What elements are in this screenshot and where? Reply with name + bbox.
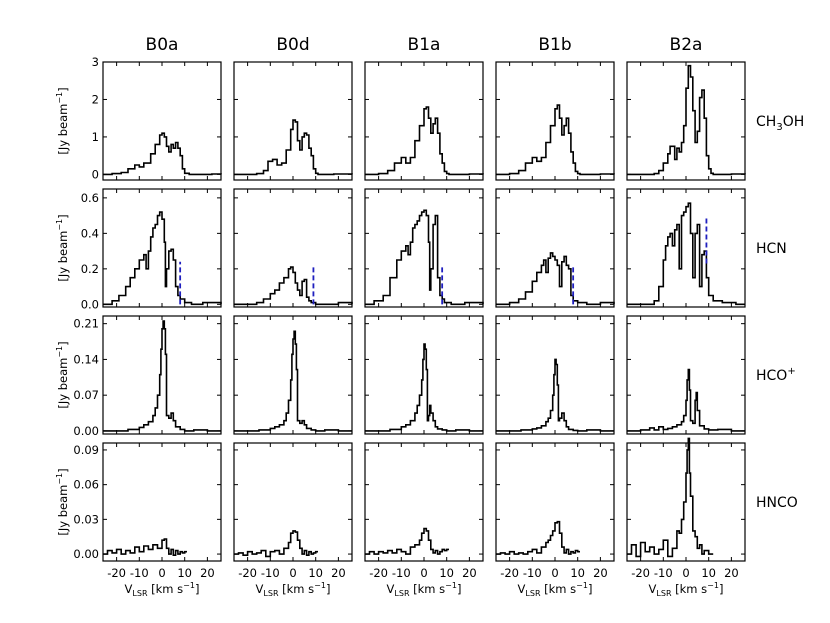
x-tick-label: 20	[331, 566, 346, 580]
y-tick-label: 0.07	[73, 388, 99, 402]
x-tick-label: -10	[261, 566, 280, 580]
molecule-label-hco-: HCO+	[756, 366, 796, 384]
spectrum-line-hco--b2a	[627, 368, 745, 432]
x-tick-label: -10	[654, 566, 673, 580]
spectrum-line-ch3oh-b2a	[627, 64, 746, 176]
x-tick-label: 10	[177, 566, 192, 580]
y-tick-label: 2	[92, 92, 99, 106]
x-tick-label: 20	[724, 566, 739, 580]
spectrum-line-ch3oh-b1a	[365, 106, 484, 176]
molecule-label-ch3oh: CH3OH	[756, 114, 804, 133]
spectrum-line-hnco-b0d	[234, 530, 318, 558]
panel-frame-hcn-b0d	[233, 188, 353, 308]
x-axis-label: VLSR [km s−1]	[387, 581, 462, 598]
y-tick-label: 0.0	[81, 297, 99, 311]
y-tick-label: 1	[92, 130, 99, 144]
x-tick-label: -10	[523, 566, 542, 580]
panel-frame-ch3oh-b0a	[102, 61, 222, 181]
x-tick-label: -20	[107, 566, 126, 580]
molecule-label-hnco: HNCO	[756, 495, 798, 511]
spectrum-line-hnco-b1a	[365, 527, 449, 555]
x-tick-label: -20	[500, 566, 519, 580]
column-title-b0a: B0a	[146, 35, 179, 55]
column-title-b2a: B2a	[670, 35, 703, 55]
spectrum-line-hco--b1a	[365, 343, 483, 432]
spectrum-line-hcn-b2a	[627, 202, 745, 306]
y-axis-label: [Jy beam−1]	[55, 87, 70, 154]
y-tick-label: 0.6	[81, 191, 99, 205]
x-tick-label: -20	[238, 566, 257, 580]
spectrum-line-hcn-b0d	[234, 266, 353, 306]
x-tick-label: 10	[439, 566, 454, 580]
x-tick-label: 0	[158, 566, 165, 580]
spectrum-line-ch3oh-b1b	[496, 104, 615, 176]
x-tick-label: 20	[593, 566, 608, 580]
spectrum-line-hcn-b0a	[103, 211, 222, 306]
spectrum-line-hcn-b1b	[496, 252, 615, 306]
x-tick-label: 10	[701, 566, 716, 580]
x-tick-label: 0	[551, 566, 558, 580]
x-tick-label: 10	[308, 566, 323, 580]
spectrum-line-ch3oh-b0a	[103, 132, 222, 176]
spectrum-line-ch3oh-b0d	[234, 119, 353, 176]
y-axis-label: [Jy beam−1]	[55, 214, 70, 281]
column-title-b1a: B1a	[408, 35, 441, 55]
y-tick-label: 0.00	[73, 424, 99, 438]
column-title-b1b: B1b	[538, 35, 571, 55]
x-tick-label: -10	[392, 566, 411, 580]
x-tick-label: 10	[570, 566, 585, 580]
column-title-b0d: B0d	[276, 35, 309, 55]
y-tick-label: 0.14	[73, 352, 99, 366]
x-tick-label: -10	[130, 566, 149, 580]
panel-frame-hcn-b1b	[495, 188, 615, 308]
molecule-label-hcn: HCN	[756, 241, 787, 257]
y-tick-label: 0.21	[73, 317, 99, 331]
y-tick-label: 0.2	[81, 262, 99, 276]
spectrum-line-hco--b0a	[103, 320, 221, 432]
y-tick-label: 3	[92, 55, 99, 69]
x-axis-label: VLSR [km s−1]	[125, 581, 200, 598]
panel-frame-hnco-b0d	[233, 442, 353, 562]
y-axis-label: [Jy beam−1]	[55, 468, 70, 535]
x-axis-label: VLSR [km s−1]	[649, 581, 724, 598]
panel-frame-hco--b1a	[364, 315, 484, 435]
spectrum-line-hnco-b2a	[627, 437, 714, 558]
y-tick-label: 0.09	[73, 443, 99, 457]
x-tick-label: 20	[200, 566, 215, 580]
spectrum-line-hnco-b1b	[496, 520, 580, 555]
x-axis-label: VLSR [km s−1]	[518, 581, 593, 598]
x-tick-label: 0	[289, 566, 296, 580]
panel-frame-hnco-b1b	[495, 442, 615, 562]
y-axis-label: [Jy beam−1]	[55, 341, 70, 408]
x-tick-label: 0	[420, 566, 427, 580]
panel-frame-hcn-b0a	[102, 188, 222, 308]
y-tick-label: 0.00	[73, 547, 99, 561]
y-tick-label: 0.06	[73, 478, 99, 492]
x-tick-label: -20	[631, 566, 650, 580]
y-tick-label: 0.03	[73, 512, 99, 526]
panel-frame-hnco-b1a	[364, 442, 484, 562]
spectrum-line-hcn-b1a	[365, 209, 484, 306]
panel-frame-hcn-b1a	[364, 188, 484, 308]
spectrum-line-hco--b1b	[496, 358, 614, 432]
x-tick-label: 20	[462, 566, 477, 580]
spectrum-line-hnco-b0a	[103, 538, 187, 556]
y-tick-label: 0	[92, 167, 99, 181]
x-axis-label: VLSR [km s−1]	[256, 581, 331, 598]
spectrum-line-hco--b0d	[234, 330, 352, 432]
x-tick-label: -20	[369, 566, 388, 580]
panel-frame-hco--b0d	[233, 315, 353, 435]
y-tick-label: 0.4	[81, 226, 99, 240]
x-tick-label: 0	[682, 566, 689, 580]
